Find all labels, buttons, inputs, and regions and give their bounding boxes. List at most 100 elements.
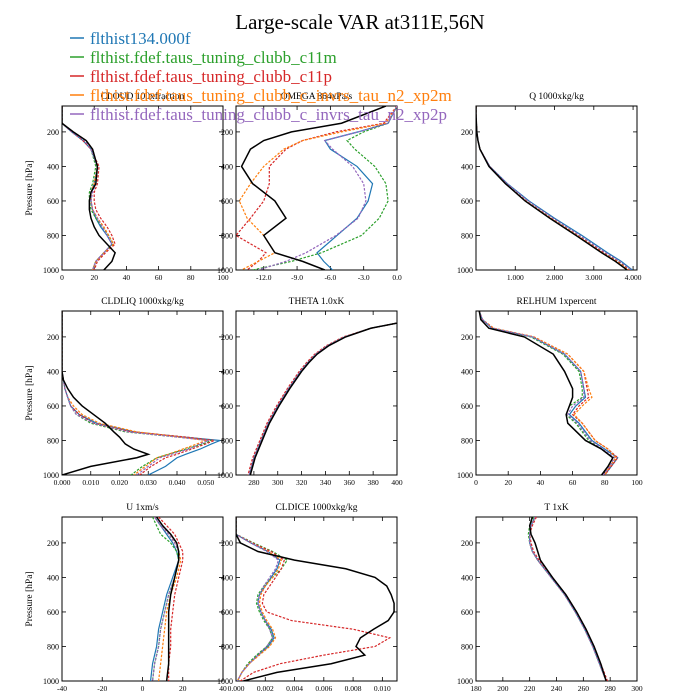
x-tick-label: 0.010 [374,684,391,693]
y-tick-label: 600 [461,608,473,617]
series-line [478,311,617,475]
series-line [236,517,283,681]
x-tick-label: 2.000 [546,273,563,282]
y-tick-label: 400 [221,367,233,376]
y-tick-label: 1000 [457,677,473,686]
y-tick-label: 1000 [457,266,473,275]
y-tick-label: 600 [47,197,59,206]
panel-title: CLDLIQ 1000xkg/kg [101,297,184,307]
y-tick-label: 200 [221,128,233,137]
observation-line [476,106,628,270]
x-tick-label: 0.002 [257,684,274,693]
y-tick-label: 600 [221,608,233,617]
y-tick-label: 800 [47,436,59,445]
series-line [476,106,632,270]
x-tick-label: 0 [474,478,478,487]
observation-line [528,517,607,681]
legend-entry: flthist.fdef.taus_tuning_clubb_c11m [90,48,337,67]
observation-line [240,106,387,270]
series-line [62,106,113,270]
y-tick-label: 400 [461,367,473,376]
series-line [478,311,616,475]
panel-title: CLDICE 1000xkg/kg [275,503,357,513]
y-tick-label: 400 [47,573,59,582]
x-tick-label: 80 [601,478,609,487]
y-tick-label: 400 [221,573,233,582]
series-line [62,106,116,270]
series-line [248,322,397,475]
chart-panel: CLOUD 100xfraction Pressure [hPa] 200 400 60… [25,91,229,282]
y-tick-label: 1000 [43,266,59,275]
y-tick-label: 400 [47,162,59,171]
plot-frame [475,516,638,682]
x-tick-label: -20 [97,684,107,693]
x-tick-label: 100 [217,273,229,282]
series-line [236,106,397,270]
series-line [149,517,180,681]
y-tick-label: 200 [461,128,473,137]
series-line [238,106,397,270]
x-tick-label: 180 [470,684,482,693]
y-tick-label: 600 [47,608,59,617]
y-tick-label: 400 [47,367,59,376]
x-tick-label: 240 [551,684,563,693]
y-tick-label: 800 [221,231,233,240]
legend: flthist134.000fflthist.fdef.taus_tuning_… [70,29,452,124]
series-line [248,322,397,475]
plot-frame [235,516,398,682]
x-tick-label: 100 [631,478,643,487]
panel-title: CLOUD 100xfraction [101,91,185,102]
x-tick-label: 0.004 [286,684,303,693]
series-line [476,106,633,270]
series-line [476,106,629,270]
observation-line [62,106,116,270]
x-tick-label: 0.010 [82,478,99,487]
series-line [478,311,619,475]
y-axis-label: Pressure [hPa] [25,160,35,215]
y-tick-label: 1000 [43,677,59,686]
y-tick-label: 600 [221,197,233,206]
panel-title: RELHUM 1xpercent [517,297,597,307]
series-line [236,517,280,681]
x-tick-label: 3.000 [585,273,602,282]
series-line [478,311,619,475]
panel-title: THETA 1.0xK [289,297,345,307]
series-line [248,322,397,475]
legend-entry: flthist.fdef.taus_tuning_clubb_c_invrs_t… [90,86,452,105]
x-tick-label: 280 [605,684,617,693]
figure-title: Large-scale VAR at311E,56N [235,10,484,34]
series-line [247,322,397,475]
x-tick-label: 40 [219,684,227,693]
y-tick-label: 800 [461,231,473,240]
x-tick-label: 200 [497,684,509,693]
plot-frame [61,105,224,271]
x-tick-label: 260 [578,684,590,693]
panel-title: Q 1000xkg/kg [529,92,584,102]
chart-panel: THETA 1.0xK 200 400 600 800 1000 280 300 320 340 3… [217,297,403,487]
x-tick-label: 40 [537,478,545,487]
y-axis-label: Pressure [hPa] [25,365,35,420]
y-axis-label: Pressure [hPa] [25,571,35,626]
panel-title: OMEGA 864xPa/s [281,92,353,102]
chart-panel: OMEGA 864xPa/s 200 400 600 800 1000 -12.0 -9.0 -… [217,92,402,282]
y-tick-label: 800 [221,642,233,651]
plot-frame [235,310,398,476]
x-tick-label: -40 [57,684,67,693]
y-tick-label: 800 [461,642,473,651]
observation-line [155,517,180,681]
plot-frame [61,516,224,682]
x-tick-label: 400 [391,478,403,487]
y-tick-label: 1000 [217,266,233,275]
y-tick-label: 200 [47,128,59,137]
x-tick-label: 0.040 [169,478,186,487]
observation-line [236,517,395,681]
series-line [476,106,630,270]
chart-panel: Q 1000xkg/kg 200 400 600 800 1000 1.000 2.000 3.… [457,92,642,282]
chart-panel: CLDLIQ 1000xkg/kg Pressure [hPa] 200 400 600… [25,297,224,487]
series-line [158,517,184,681]
x-tick-label: 0.008 [345,684,362,693]
legend-entry: flthist.fdef.taus_tuning_clubb_c11p [90,67,332,86]
observation-line [249,322,397,475]
